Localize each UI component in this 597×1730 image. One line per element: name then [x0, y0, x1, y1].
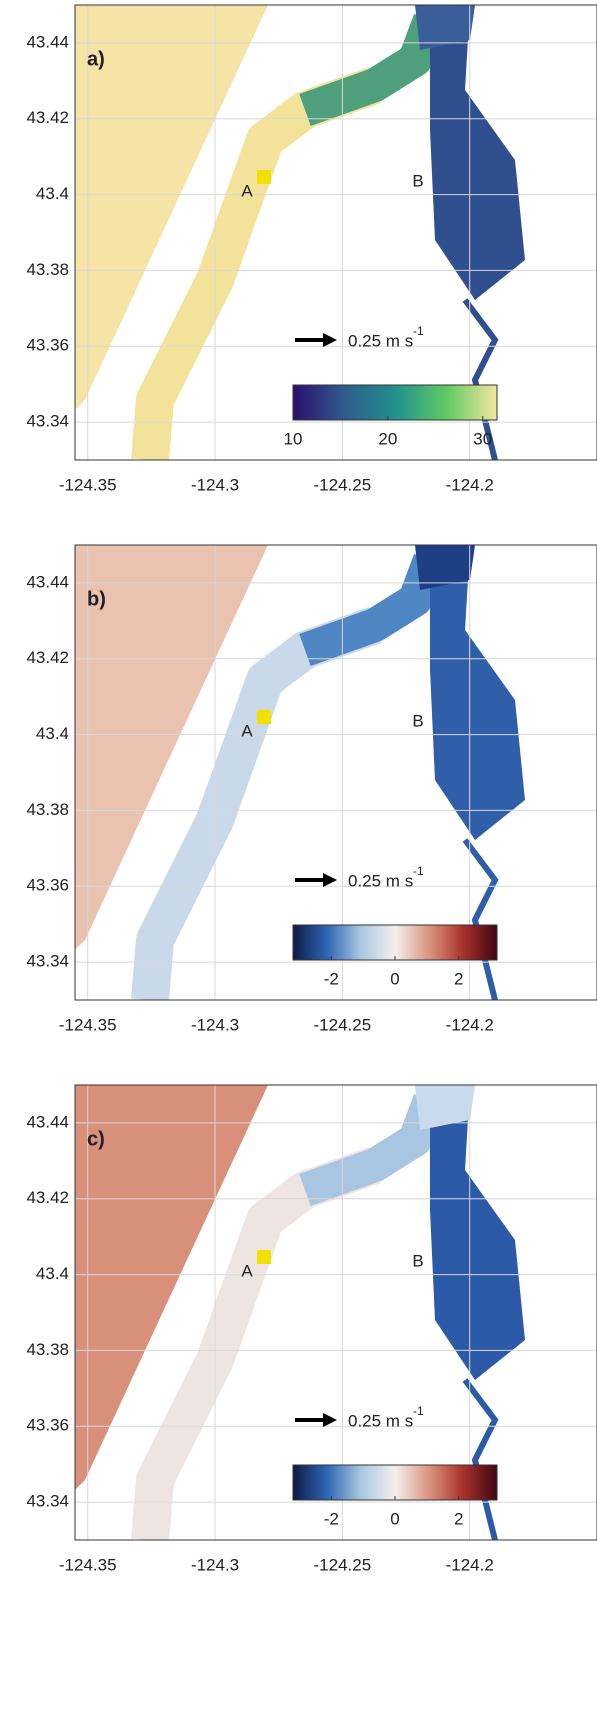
colorbar: [292, 384, 498, 421]
y-tick-label: 43.4: [36, 184, 69, 203]
y-tick-label: 43.4: [36, 1264, 69, 1283]
colorbar-tick-label: 2: [454, 969, 463, 988]
ocean: [75, 5, 268, 410]
y-tick-label: 43.34: [26, 1492, 69, 1511]
map-panel: [75, 545, 597, 1000]
colorbar-tick-label: -2: [324, 969, 339, 988]
scale-arrowhead: [323, 873, 337, 887]
y-tick-label: 43.36: [26, 876, 69, 895]
x-tick-label: -124.3: [191, 475, 239, 494]
x-tick-label: -124.2: [446, 1015, 494, 1034]
colorbar: [292, 924, 498, 961]
point-label: A: [241, 1261, 253, 1280]
north-reach: [415, 1085, 475, 1130]
scale-label: 0.25 m s: [348, 1411, 413, 1430]
x-tick-label: -124.25: [314, 475, 372, 494]
x-tick-label: -124.25: [314, 1555, 372, 1574]
map-panel: [75, 5, 597, 460]
y-tick-label: 43.34: [26, 952, 69, 971]
bay: [430, 545, 525, 840]
axes-frame: [74, 1084, 597, 1541]
x-tick-label: -124.3: [191, 1555, 239, 1574]
bay: [430, 5, 525, 300]
y-tick-label: 43.38: [26, 800, 69, 819]
y-tick-label: 43.34: [26, 412, 69, 431]
scale-arrowhead: [323, 333, 337, 347]
x-tick-label: -124.35: [59, 475, 117, 494]
y-tick-label: 43.42: [26, 1188, 69, 1207]
scale-arrowhead: [323, 1413, 337, 1427]
colorbar-tick-label: 0: [390, 1509, 399, 1528]
x-tick-label: -124.3: [191, 1015, 239, 1034]
colorbar-tick-label: 10: [284, 429, 303, 448]
colorbar-tick-label: -2: [324, 1509, 339, 1528]
point-label: B: [412, 171, 423, 190]
panel-label: b): [87, 588, 106, 610]
scale-label-sup: -1: [413, 324, 424, 338]
colorbar-tick-label: 0: [390, 969, 399, 988]
point-label: B: [412, 1251, 423, 1270]
y-tick-label: 43.42: [26, 648, 69, 667]
scale-label-sup: -1: [413, 864, 424, 878]
y-tick-label: 43.36: [26, 1416, 69, 1435]
axes-frame: [74, 4, 597, 461]
point-label: A: [241, 721, 253, 740]
x-tick-label: -124.25: [314, 1015, 372, 1034]
panel-label: c): [87, 1128, 105, 1150]
colorbar-tick-label: 20: [378, 429, 397, 448]
x-tick-label: -124.2: [446, 475, 494, 494]
colorbar-tick-label: 2: [454, 1509, 463, 1528]
point-label: A: [241, 181, 253, 200]
map-panel: [75, 1085, 597, 1540]
scale-label-sup: -1: [413, 1404, 424, 1418]
station-marker: [257, 710, 271, 724]
bay: [430, 1085, 525, 1380]
y-tick-label: 43.38: [26, 260, 69, 279]
axes-frame: [74, 544, 597, 1001]
scale-label: 0.25 m s: [348, 331, 413, 350]
y-tick-label: 43.36: [26, 336, 69, 355]
x-tick-label: -124.2: [446, 1555, 494, 1574]
y-tick-label: 43.44: [26, 32, 69, 51]
station-marker: [257, 170, 271, 184]
x-tick-label: -124.35: [59, 1015, 117, 1034]
y-tick-label: 43.38: [26, 1340, 69, 1359]
y-tick-label: 43.44: [26, 1112, 69, 1131]
colorbar: [292, 1464, 498, 1501]
y-tick-label: 43.44: [26, 572, 69, 591]
north-reach: [415, 5, 475, 50]
ocean: [75, 1085, 268, 1490]
panel-label: a): [87, 48, 105, 70]
y-tick-label: 43.4: [36, 724, 69, 743]
ocean: [75, 545, 268, 950]
scale-label: 0.25 m s: [348, 871, 413, 890]
colorbar-tick-label: 30: [473, 429, 492, 448]
y-tick-label: 43.42: [26, 108, 69, 127]
point-label: B: [412, 711, 423, 730]
north-reach: [415, 545, 475, 590]
station-marker: [257, 1250, 271, 1264]
x-tick-label: -124.35: [59, 1555, 117, 1574]
